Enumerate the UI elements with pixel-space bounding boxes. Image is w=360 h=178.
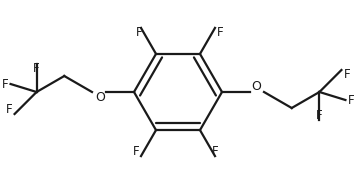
Text: F: F	[33, 62, 40, 75]
Text: F: F	[316, 109, 323, 122]
Text: F: F	[217, 26, 224, 39]
Text: F: F	[2, 77, 9, 90]
Text: O: O	[95, 91, 105, 104]
Text: F: F	[6, 103, 13, 116]
Text: F: F	[212, 145, 218, 158]
Text: F: F	[132, 145, 139, 158]
Text: O: O	[251, 80, 261, 93]
Text: F: F	[347, 93, 354, 106]
Text: F: F	[343, 68, 350, 81]
Text: F: F	[136, 26, 142, 39]
